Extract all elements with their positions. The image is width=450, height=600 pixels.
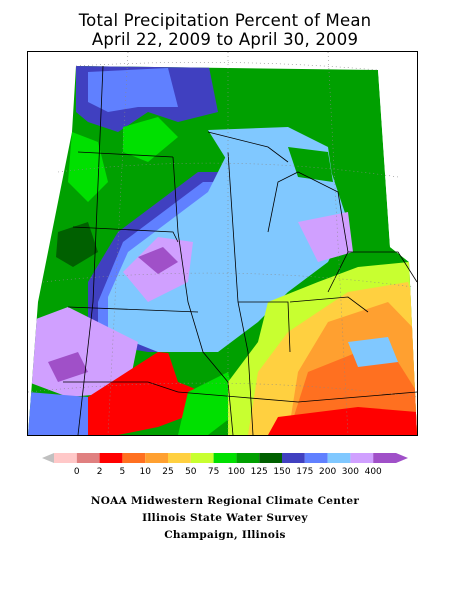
legend-tick-label: 400 <box>365 467 382 477</box>
legend-swatch <box>145 453 168 463</box>
legend-tick-label: 175 <box>296 467 313 477</box>
legend-tick-label: 100 <box>228 467 245 477</box>
legend-swatch <box>236 453 260 463</box>
legend-tick-label: 125 <box>251 467 268 477</box>
legend-swatch <box>327 453 351 463</box>
legend-arrow-right <box>396 453 408 463</box>
legend-swatch <box>373 453 396 463</box>
footer-location: Champaign, Illinois <box>164 529 286 541</box>
legend-tick-label: 75 <box>208 467 219 477</box>
legend-tick-label: 0 <box>74 467 80 477</box>
zone-red-south <box>268 407 417 435</box>
color-scale-legend: 0 2 5 10 25 50 75 100 125 150 175 200 300 400 <box>40 451 410 481</box>
legend-tick-label: 10 <box>139 467 151 477</box>
zone-light-blue-kentucky <box>348 337 398 367</box>
legend-swatch <box>190 453 214 463</box>
footer-survey: Illinois State Water Survey <box>142 512 308 524</box>
legend-swatch <box>99 453 123 463</box>
map-title-line-2: April 22, 2009 to April 30, 2009 <box>91 30 359 49</box>
legend-tick-label: 150 <box>273 467 290 477</box>
legend-swatch <box>259 453 282 463</box>
zone-lavender-michigan <box>298 212 353 262</box>
zone-green-upper-michigan <box>288 147 333 182</box>
zone-bright-green-mn <box>123 117 178 162</box>
legend-tick-label: 2 <box>97 467 103 477</box>
legend-swatch <box>54 453 77 463</box>
legend-arrow-left <box>42 453 54 463</box>
legend-swatch <box>213 453 237 463</box>
precipitation-map <box>27 51 418 436</box>
zone-med-blue-north <box>88 68 178 112</box>
legend-tick-label: 200 <box>319 467 336 477</box>
legend-tick-label: 50 <box>185 467 197 477</box>
zone-purple-iowa <box>138 247 178 274</box>
legend-swatch <box>168 453 191 463</box>
no-data-northeast <box>378 70 417 262</box>
footer-organization: NOAA Midwestern Regional Climate Center <box>90 495 360 507</box>
zone-bright-green-arkansas <box>178 372 238 435</box>
map-canvas <box>28 52 417 435</box>
legend-swatch <box>304 453 328 463</box>
legend-swatch <box>350 453 374 463</box>
legend-swatch <box>122 453 146 463</box>
legend-swatch <box>282 453 305 463</box>
zone-purple-kansas <box>48 352 88 382</box>
zone-dark-green-sd <box>56 222 98 267</box>
legend-tick-label: 5 <box>120 467 126 477</box>
legend-color-bar: 0 2 5 10 25 50 75 100 125 150 175 200 300 400 <box>42 453 408 477</box>
legend-swatch <box>76 453 100 463</box>
state-boundaries <box>63 65 417 435</box>
graticule-lines <box>28 52 417 435</box>
legend-tick-label: 25 <box>162 467 173 477</box>
legend-tick-label: 300 <box>342 467 359 477</box>
map-title-line-1: Total Precipitation Percent of Mean <box>78 11 372 30</box>
